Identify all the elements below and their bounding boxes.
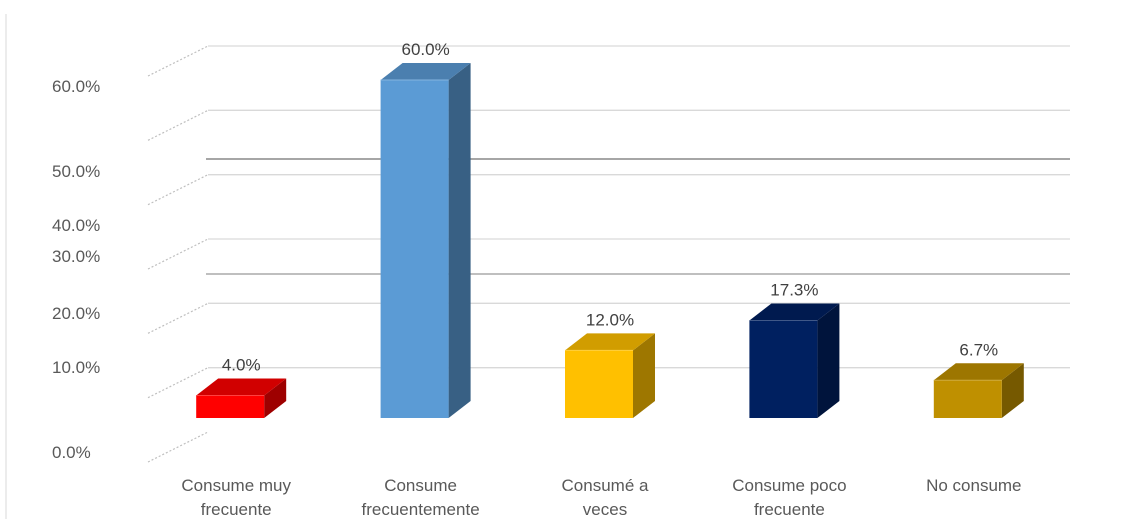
bar-side <box>264 378 287 418</box>
category-label-line: veces <box>583 500 627 519</box>
bar-front <box>933 380 1002 418</box>
category-label-line: frecuente <box>201 500 272 519</box>
data-labels: 4.0% 60.0% 12.0% 17.3% 6.7% <box>222 40 998 374</box>
bar-front <box>380 80 449 418</box>
y-tick-label: 10.0% <box>52 358 100 377</box>
side-gridline-4 <box>147 174 209 206</box>
y-axis-ticks: 0.0% 10.0% 20.0% 30.0% 40.0% 50.0% 60.0% <box>52 77 100 462</box>
category-label: Consume muy frecuente <box>181 476 291 519</box>
bar-top <box>380 63 471 80</box>
bar-side <box>448 63 471 418</box>
side-gridline-0 <box>147 431 209 463</box>
bar-top <box>933 363 1024 381</box>
side-gridline-6 <box>147 45 209 77</box>
bar <box>380 63 471 418</box>
category-label: Consumé a veces <box>562 476 649 519</box>
y-tick-label: 20.0% <box>52 304 100 323</box>
category-label-line: Consume muy <box>181 476 291 495</box>
side-gridline-3 <box>147 238 209 270</box>
bars <box>196 63 1024 418</box>
y-tick-label: 40.0% <box>52 216 100 235</box>
bar-top <box>749 303 840 321</box>
y-tick-label: 50.0% <box>52 162 100 181</box>
side-gridline-1 <box>147 367 209 399</box>
data-label: 17.3% <box>770 281 818 300</box>
data-label: 6.7% <box>959 340 998 359</box>
y-tick-label: 60.0% <box>52 77 100 96</box>
category-label: Consume poco frecuente <box>732 476 846 519</box>
bar <box>196 378 287 418</box>
bar-top <box>196 378 287 396</box>
category-label-line: frecuentemente <box>362 500 480 519</box>
category-labels: Consume muy frecuente Consume frecuentement… <box>181 476 1021 519</box>
bar <box>749 303 840 418</box>
data-label: 12.0% <box>586 310 634 329</box>
bar-side <box>633 333 655 418</box>
category-label-line: No consume <box>926 476 1021 495</box>
y-tick-label: 30.0% <box>52 247 100 266</box>
bar-side <box>1001 363 1024 418</box>
category-label-line: Consumé a <box>562 476 649 495</box>
category-label: No consume <box>926 476 1021 495</box>
bar-top <box>565 333 655 351</box>
data-label: 60.0% <box>401 40 449 59</box>
bar <box>933 363 1024 418</box>
bar-front <box>196 395 265 418</box>
category-label-line: frecuente <box>754 500 825 519</box>
side-gridline-5 <box>147 109 209 141</box>
bar <box>565 333 655 418</box>
category-label: Consume frecuentemente <box>362 476 480 519</box>
side-gridline-2 <box>147 302 209 334</box>
y-tick-label: 0.0% <box>52 443 91 462</box>
bar-side <box>817 303 840 418</box>
bar-front <box>749 320 818 418</box>
bar-front <box>565 350 633 418</box>
data-label: 4.0% <box>222 355 261 374</box>
category-label-line: Consume poco <box>732 476 846 495</box>
category-label-line: Consume <box>384 476 457 495</box>
